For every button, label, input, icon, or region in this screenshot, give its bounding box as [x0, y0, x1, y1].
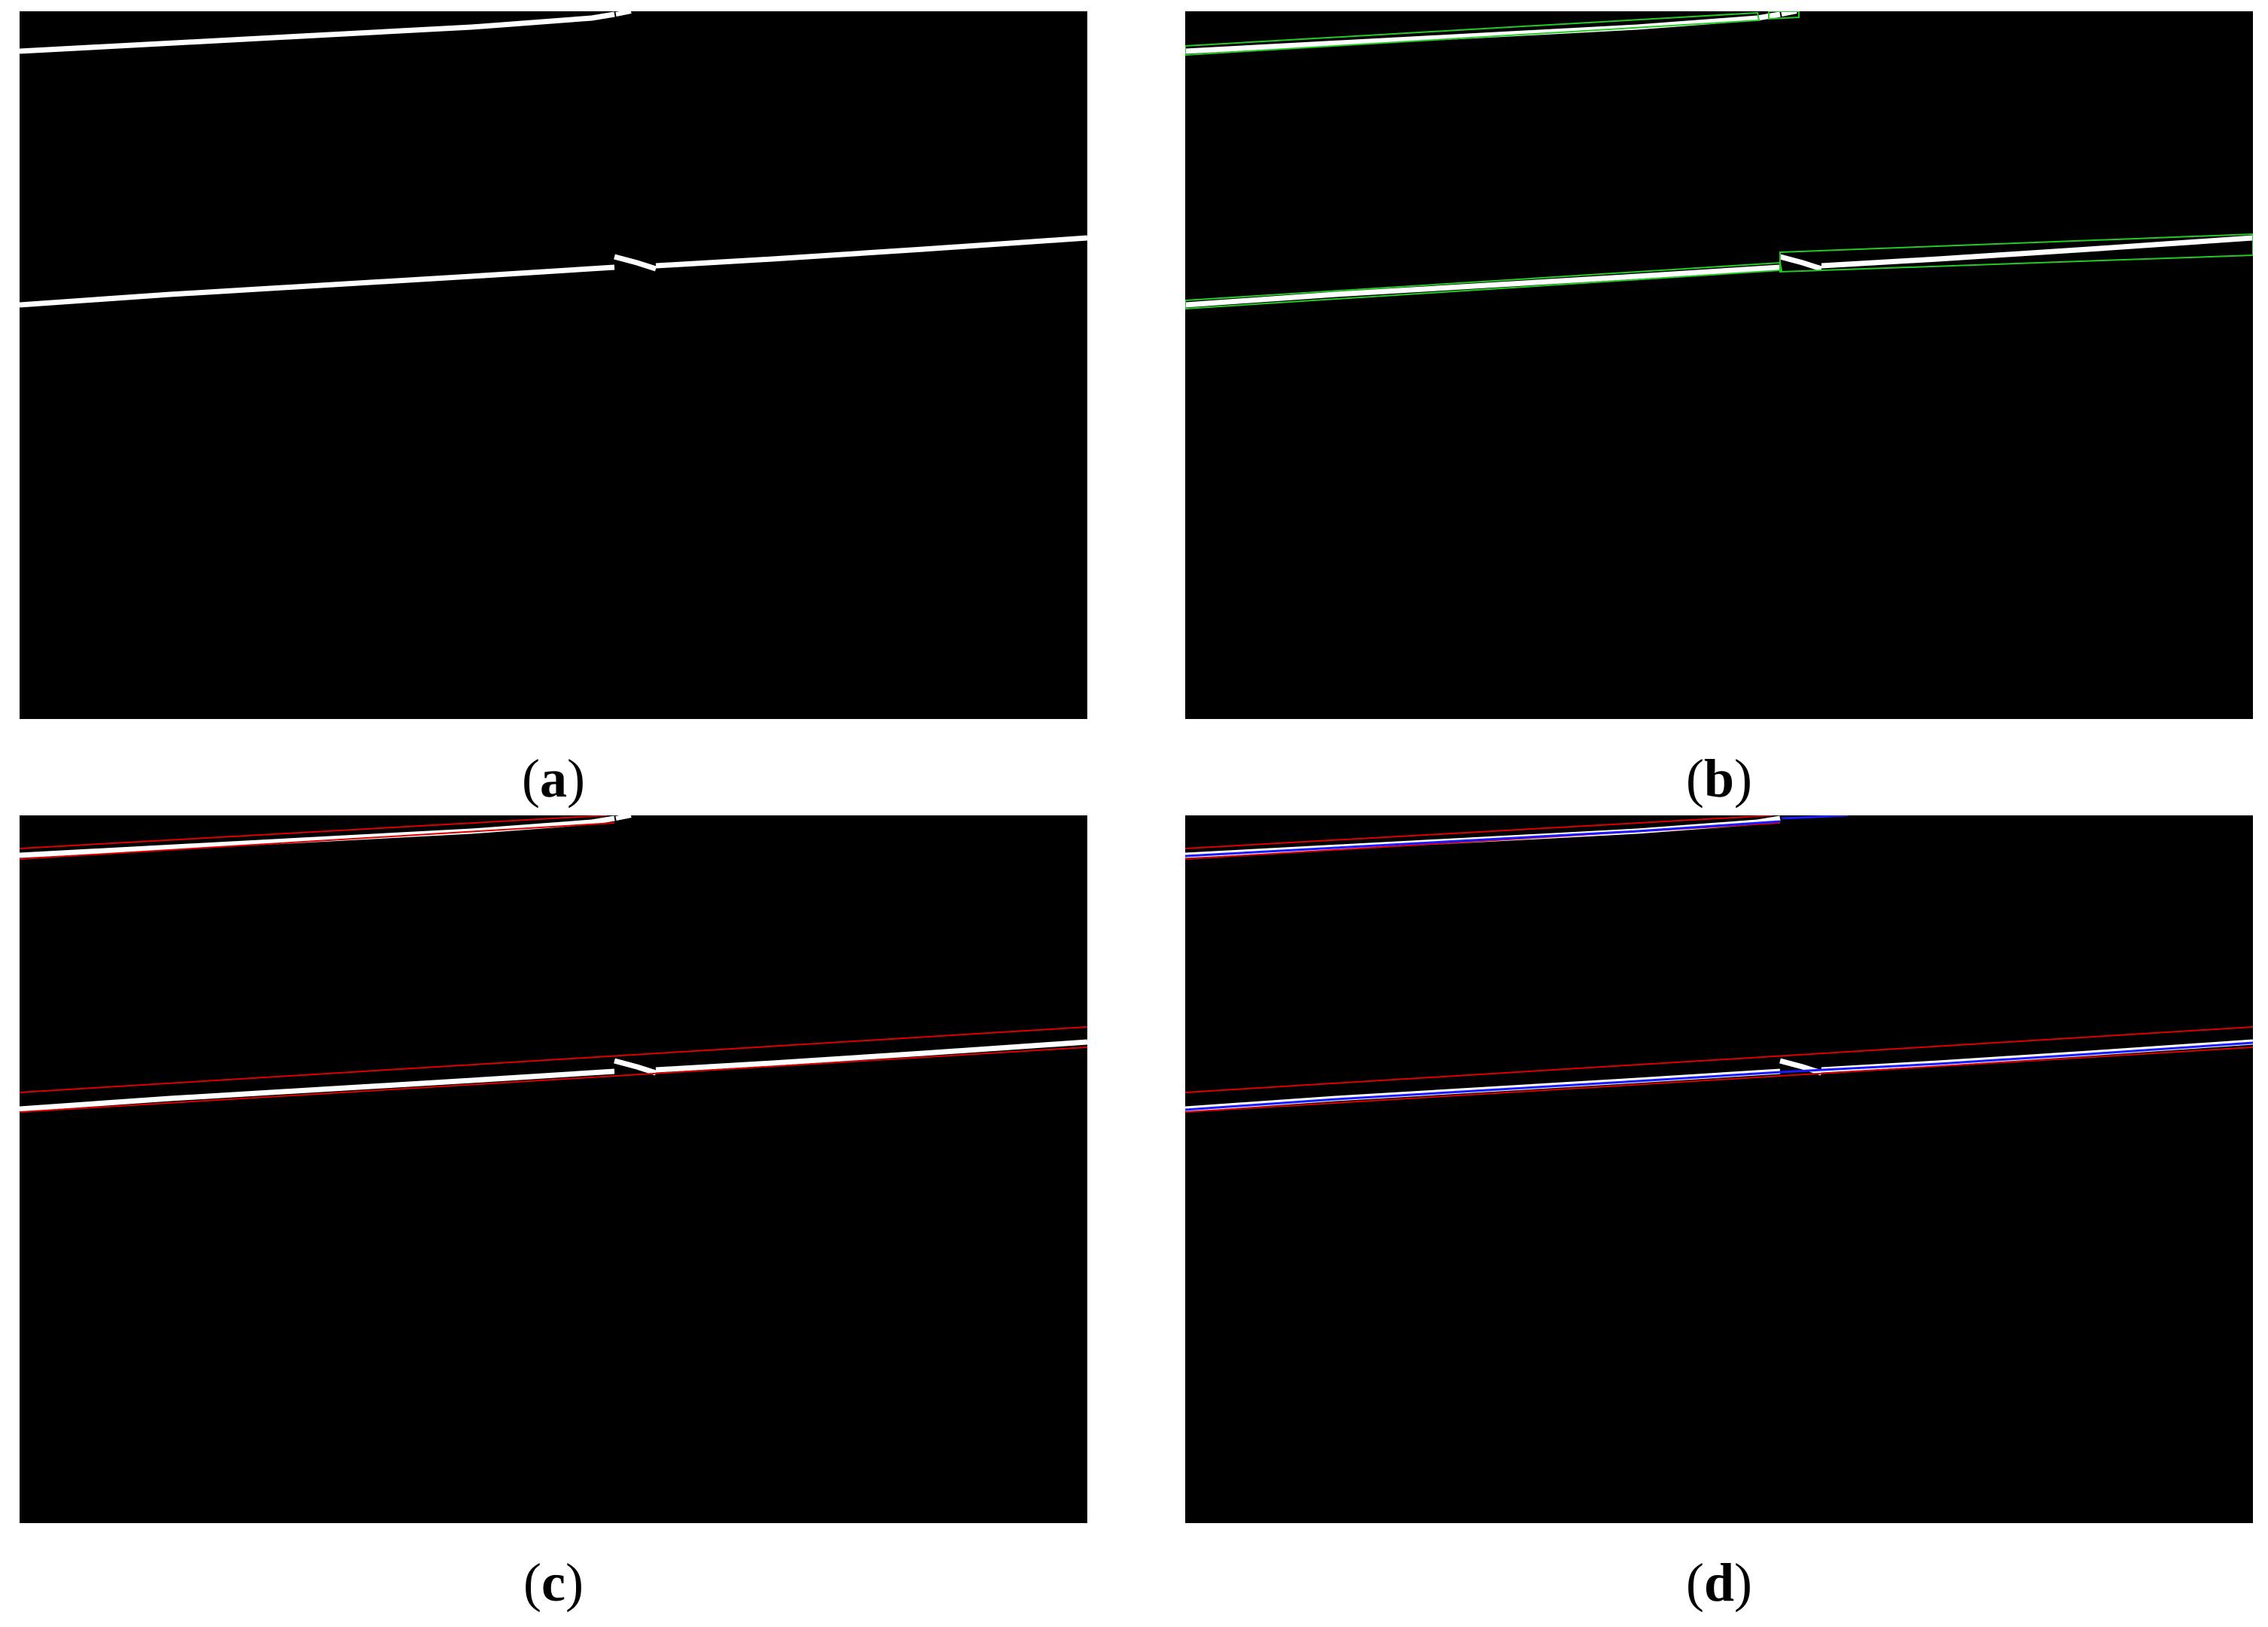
crack-upper-fragment [615, 815, 632, 821]
caption-d-label: d [1703, 1552, 1735, 1613]
red-line-lower-top [20, 1026, 1087, 1093]
panel-a-crack-svg [20, 11, 1087, 308]
crack-lower-kink [1779, 254, 1823, 272]
panel-a-image [20, 11, 1087, 719]
red-line-upper-top [1185, 815, 1773, 849]
crack-lower-left [20, 264, 615, 308]
crack-upper [20, 11, 615, 54]
caption-c-label: c [541, 1552, 565, 1613]
red-line-upper-bottom [20, 822, 615, 860]
crack-upper [20, 815, 615, 858]
crack-lower-left [1185, 264, 1781, 308]
crack-lower-left [20, 1068, 615, 1112]
crack-lower-right [1821, 235, 2253, 269]
caption-b: (b) [1685, 748, 1752, 809]
blue-line-upper-fragment [1781, 815, 1849, 820]
crack-lower-kink [614, 1058, 657, 1076]
green-box-upper-fragment [1768, 11, 1800, 20]
crack-upper [1185, 815, 1781, 858]
caption-a: (a) [522, 748, 585, 809]
crack-upper-fragment [615, 11, 632, 17]
panel-b-image [1185, 11, 2253, 719]
blue-line-upper [1185, 820, 1781, 858]
green-box-lower-left [1185, 261, 1783, 310]
crack-upper [1185, 11, 1781, 54]
panel-b-crack-svg [1185, 11, 2253, 310]
caption-c: (c) [523, 1552, 584, 1613]
caption-d: (d) [1685, 1552, 1752, 1613]
panel-c-crack-svg [20, 815, 1087, 1113]
panel-d-image [1185, 815, 2253, 1523]
crack-lower-kink [614, 254, 657, 272]
red-line-lower-top [1185, 1026, 2253, 1093]
caption-a-label: a [540, 748, 567, 809]
crack-lower-right [655, 235, 1087, 269]
red-line-upper-top [20, 815, 608, 849]
green-box-lower-right [1779, 233, 2253, 273]
crack-lower-right [655, 1039, 1087, 1073]
red-line-lower-bottom [20, 1047, 1087, 1113]
red-line-lower-bottom [1185, 1047, 2253, 1113]
blue-line-lower [1185, 1041, 2253, 1111]
caption-b-label: b [1703, 748, 1735, 809]
panel-d-crack-svg [1185, 815, 2253, 1113]
green-box-upper [1185, 11, 1760, 56]
panel-c-image [20, 815, 1087, 1523]
